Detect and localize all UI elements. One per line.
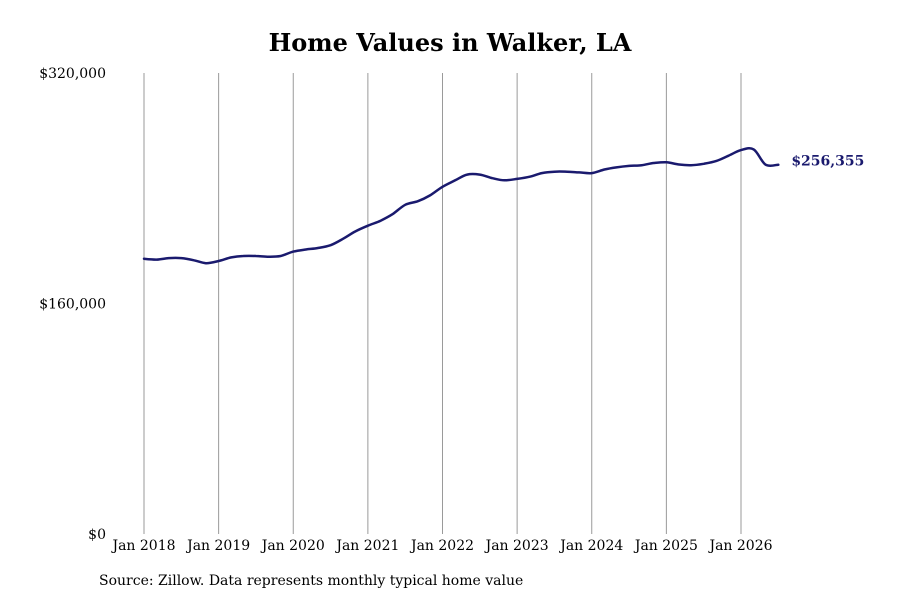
x-tick-label: Jan 2020 [260, 538, 325, 554]
x-tick-label: Jan 2026 [707, 538, 772, 554]
x-tick-label: Jan 2018 [110, 538, 175, 554]
x-tick-label: Jan 2022 [409, 538, 474, 554]
x-axis: Jan 2018 Jan 2019 Jan 2020 Jan 2021 Jan 2022… [110, 538, 772, 554]
data-labels: $256,355 [791, 154, 864, 170]
y-tick-label: $160,000 [39, 297, 106, 313]
gridlines [143, 73, 742, 534]
series-layer [142, 146, 780, 265]
x-tick-label: Jan 2024 [558, 538, 623, 554]
y-axis: $0 $160,000 $320,000 [39, 66, 106, 543]
x-tick-label: Jan 2021 [334, 538, 399, 554]
y-tick-label: $0 [88, 527, 106, 543]
y-tick-label: $320,000 [39, 66, 106, 82]
x-tick-label: Jan 2019 [185, 538, 250, 554]
x-tick-label: Jan 2025 [633, 538, 698, 554]
end-value-label: $256,355 [791, 154, 864, 170]
x-tick-label: Jan 2023 [484, 538, 549, 554]
source-note: Source: Zillow. Data represents monthly … [99, 573, 524, 589]
chart-title: Home Values in Walker, LA [268, 28, 632, 57]
series-line-0 [142, 146, 780, 265]
